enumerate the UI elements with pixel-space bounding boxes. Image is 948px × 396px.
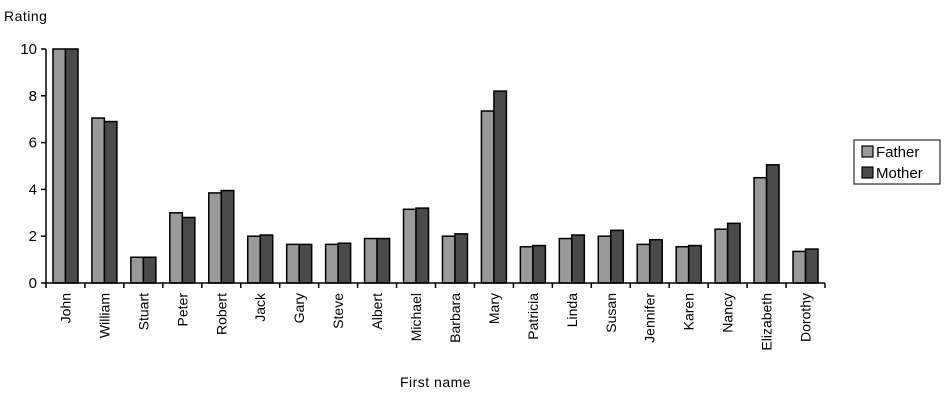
- x-category-label-nancy: Nancy: [720, 293, 736, 333]
- bar-father-susan: [597, 235, 612, 284]
- bar-father-nancy: [714, 228, 729, 284]
- bar-mother-karen: [687, 244, 702, 284]
- bar-father-robert: [208, 192, 223, 284]
- x-axis-title: First name: [400, 374, 471, 390]
- bar-father-mary: [480, 110, 495, 284]
- bar-mother-linda: [571, 234, 586, 284]
- y-tick-label: 4: [29, 181, 37, 198]
- x-category-label-john: John: [57, 293, 73, 323]
- bar-mother-john: [64, 48, 79, 284]
- bar-mother-barbara: [454, 233, 469, 284]
- bar-father-elizabeth: [753, 176, 768, 284]
- x-category-label-karen: Karen: [681, 293, 697, 330]
- x-category-label-patricia: Patricia: [525, 293, 541, 340]
- bar-father-gary: [285, 243, 300, 284]
- x-category-label-stuart: Stuart: [135, 293, 151, 330]
- x-category-label-jennifer: Jennifer: [642, 293, 658, 343]
- bar-father-dorothy: [792, 250, 807, 284]
- bar-mother-nancy: [726, 222, 741, 284]
- x-category-label-peter: Peter: [174, 293, 190, 327]
- y-tick-label: 10: [20, 41, 37, 58]
- bar-mother-mary: [493, 90, 508, 284]
- x-category-label-linda: Linda: [564, 293, 580, 327]
- bar-father-jennifer: [636, 243, 651, 284]
- x-category-label-michael: Michael: [408, 293, 424, 341]
- x-category-label-william: William: [96, 293, 112, 338]
- x-category-label-jack: Jack: [252, 292, 268, 322]
- bar-mother-gary: [298, 243, 313, 284]
- bar-mother-william: [103, 120, 118, 284]
- x-category-label-gary: Gary: [291, 293, 307, 323]
- legend-label-father: Father: [876, 144, 919, 161]
- bar-mother-elizabeth: [765, 164, 780, 284]
- x-category-label-mary: Mary: [486, 293, 502, 324]
- y-tick-label: 2: [29, 228, 37, 245]
- bar-mother-steve: [337, 242, 352, 284]
- bar-mother-jennifer: [648, 238, 663, 284]
- bar-father-karen: [675, 245, 690, 284]
- x-category-label-albert: Albert: [369, 293, 385, 330]
- bar-mother-robert: [220, 189, 235, 284]
- y-tick-label: 0: [29, 275, 37, 292]
- bar-father-albert: [363, 237, 378, 284]
- y-axis-title: Rating: [4, 8, 47, 24]
- x-category-label-barbara: Barbara: [447, 293, 463, 343]
- bar-mother-albert: [376, 237, 391, 284]
- bar-mother-dorothy: [804, 248, 819, 284]
- bar-mother-susan: [610, 229, 625, 284]
- bar-father-steve: [324, 243, 339, 284]
- bar-father-jack: [246, 235, 261, 284]
- legend-swatch-father: [861, 145, 874, 158]
- bar-father-michael: [402, 208, 417, 284]
- x-category-label-susan: Susan: [603, 293, 619, 333]
- x-category-label-robert: Robert: [213, 293, 229, 335]
- y-tick-label: 6: [29, 135, 37, 152]
- bar-mother-patricia: [532, 244, 547, 284]
- x-category-label-steve: Steve: [330, 293, 346, 329]
- bar-father-william: [91, 117, 106, 284]
- bar-father-john: [52, 48, 67, 284]
- bar-mother-peter: [181, 216, 196, 284]
- bar-mother-jack: [259, 234, 274, 284]
- y-tick-label: 8: [29, 88, 37, 105]
- bar-father-peter: [169, 212, 184, 284]
- bar-father-patricia: [519, 245, 534, 284]
- legend: Father Mother: [853, 139, 941, 185]
- legend-label-mother: Mother: [876, 165, 923, 182]
- bar-mother-michael: [415, 207, 430, 284]
- bar-mother-stuart: [142, 256, 157, 284]
- bar-father-stuart: [130, 256, 145, 284]
- x-category-label-dorothy: Dorothy: [798, 293, 814, 342]
- bar-father-barbara: [441, 235, 456, 284]
- bar-father-linda: [558, 237, 573, 284]
- x-category-label-elizabeth: Elizabeth: [759, 293, 775, 351]
- legend-swatch-mother: [861, 166, 874, 179]
